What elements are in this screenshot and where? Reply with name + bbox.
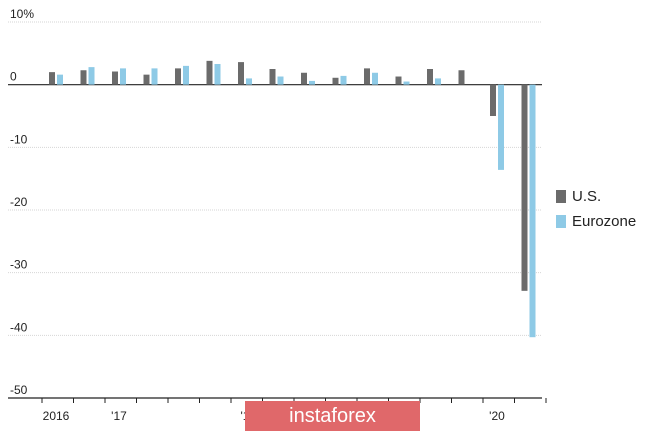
y-tick-label: -40 bbox=[10, 320, 28, 334]
bar-us bbox=[364, 68, 370, 85]
bar-us bbox=[427, 69, 433, 85]
bar-eurozone bbox=[340, 75, 347, 85]
bar-eurozone bbox=[214, 63, 221, 85]
legend-label-eurozone: Eurozone bbox=[572, 213, 637, 230]
bar-eurozone bbox=[151, 68, 158, 85]
bar-us bbox=[395, 76, 402, 85]
bar-eurozone bbox=[529, 84, 536, 338]
y-tick-label: 10% bbox=[10, 7, 34, 21]
bar-us bbox=[175, 68, 181, 85]
y-tick-label: -10 bbox=[10, 132, 28, 146]
bar-us bbox=[143, 74, 150, 85]
x-tick-label: '20 bbox=[489, 409, 505, 423]
bar-us bbox=[458, 70, 465, 85]
bar-us bbox=[49, 72, 55, 85]
bars bbox=[49, 60, 536, 338]
y-tick-label: 0 bbox=[10, 70, 17, 84]
bar-us bbox=[301, 72, 307, 85]
bar-eurozone bbox=[403, 81, 410, 85]
bar-us bbox=[206, 60, 213, 85]
x-tick-label: 2016 bbox=[43, 409, 70, 423]
bar-eurozone bbox=[277, 76, 284, 85]
bar-us bbox=[80, 70, 87, 85]
y-tick-label: -20 bbox=[10, 195, 28, 209]
bar-us bbox=[490, 84, 496, 116]
bar-eurozone bbox=[183, 65, 189, 85]
bar-us bbox=[521, 84, 528, 291]
legend-swatch-us bbox=[556, 190, 566, 203]
y-axis-ticks: 10% 0 -10 -20 -30 -40 -50 bbox=[10, 7, 34, 397]
legend-label-us: U.S. bbox=[572, 188, 602, 205]
bar-eurozone bbox=[57, 74, 63, 85]
legend: U.S. Eurozone bbox=[556, 188, 636, 238]
watermark-banner: instaforex bbox=[245, 401, 420, 431]
bar-eurozone bbox=[120, 68, 126, 85]
y-tick-label: -30 bbox=[10, 258, 28, 272]
bar-us bbox=[269, 69, 276, 85]
bar-us bbox=[238, 62, 244, 85]
legend-swatch-eurozone bbox=[556, 215, 566, 228]
bar-eurozone bbox=[435, 78, 441, 85]
bar-eurozone bbox=[88, 67, 95, 85]
bar-us bbox=[332, 77, 339, 85]
gridlines bbox=[8, 21, 542, 399]
bar-us bbox=[112, 71, 118, 85]
bar-eurozone bbox=[246, 78, 252, 85]
legend-item-eurozone: Eurozone bbox=[556, 213, 636, 230]
watermark-text: instaforex bbox=[289, 404, 376, 427]
bar-eurozone bbox=[498, 84, 504, 170]
bar-eurozone bbox=[372, 72, 378, 85]
legend-item-us: U.S. bbox=[556, 188, 636, 205]
y-tick-label: -50 bbox=[10, 383, 28, 397]
bar-eurozone bbox=[309, 80, 315, 85]
x-tick-label: '17 bbox=[111, 409, 127, 423]
